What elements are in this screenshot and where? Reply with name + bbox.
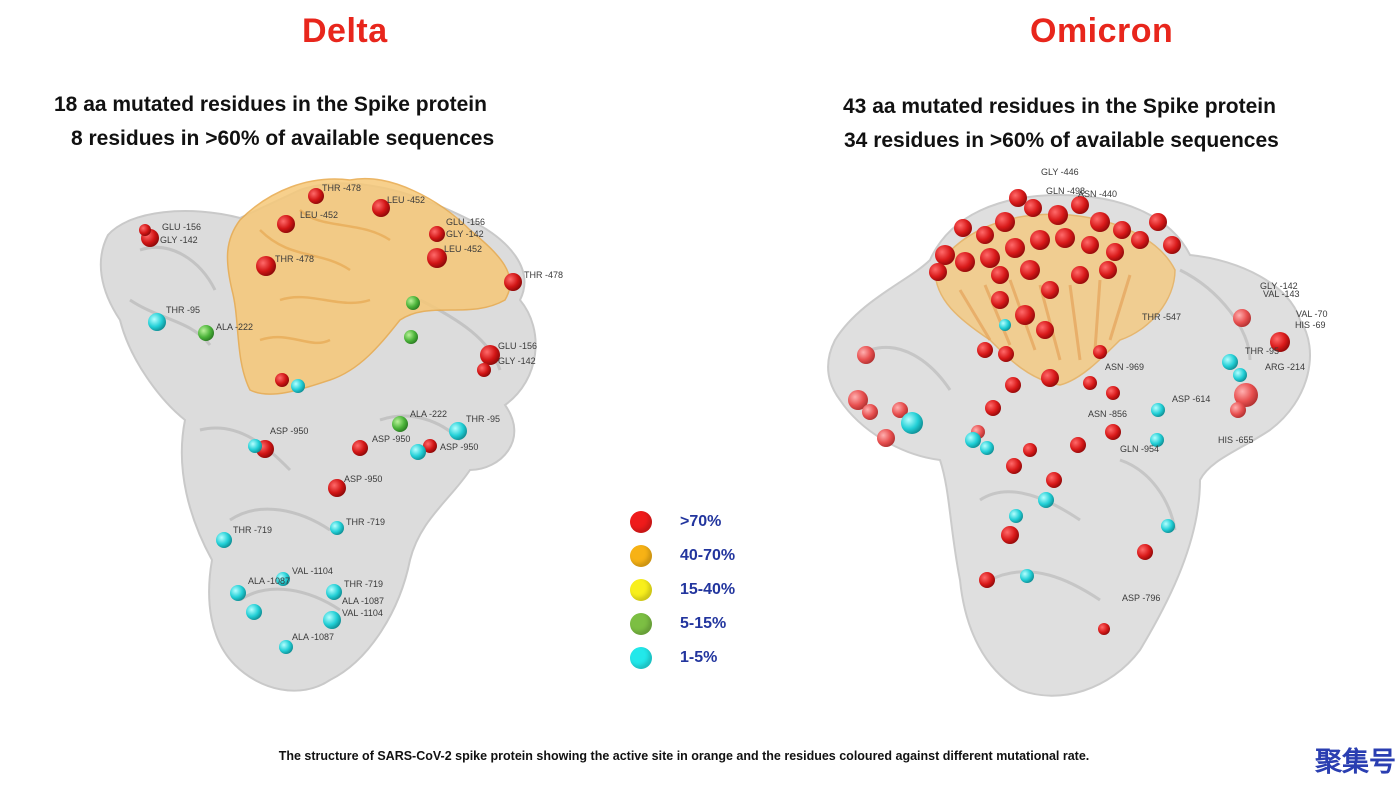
omicron-label: HIS -655 [1218,435,1254,445]
omicron-protein-structure: GLY -446 GLN -498 ASN -440 GLY -142 VAL … [800,150,1360,725]
omicron-red-cluster [929,189,1290,635]
delta-label: ALA -222 [410,409,447,419]
omicron-protein-svg: GLY -446 GLN -498 ASN -440 GLY -142 VAL … [827,167,1328,697]
delta-label: ALA -1087 [342,596,384,606]
delta-label: ALA -222 [216,322,253,332]
legend-swatch-yellow [630,579,652,601]
delta-label: ALA -1087 [248,576,290,586]
legend-swatch-green [630,613,652,635]
omicron-label: GLN -498 [1046,186,1085,196]
legend-item: >70% [630,505,770,539]
omicron-label: GLY -142 [1260,281,1298,291]
legend-swatch-cyan [630,647,652,669]
omicron-label: THR -95 [1245,346,1279,356]
legend-label: >70% [680,513,722,530]
omicron-line-2: 34 residues in >60% of available sequenc… [844,129,1279,152]
omicron-label: ARG -214 [1265,362,1305,372]
delta-label: GLU -156 [162,222,201,232]
delta-label: GLY -142 [498,356,536,366]
delta-label: ASP -950 [344,474,382,484]
delta-line-1: 18 aa mutated residues in the Spike prot… [54,93,487,116]
legend-item: 1-5% [630,641,770,675]
omicron-line-1: 43 aa mutated residues in the Spike prot… [843,95,1276,118]
delta-label: THR -478 [322,183,361,193]
delta-label: THR -95 [166,305,200,315]
delta-label: GLY -142 [446,229,484,239]
legend-item: 15-40% [630,573,770,607]
delta-green-residues [198,296,420,432]
omicron-label: VAL -143 [1263,289,1300,299]
delta-title: Delta [302,12,388,50]
delta-label: VAL -1104 [342,608,383,618]
omicron-label: VAL -70 [1296,309,1328,319]
legend-swatch-orange [630,545,652,567]
omicron-label: GLY -446 [1041,167,1079,177]
watermark-logo: 聚集号 [1315,747,1396,778]
delta-red-residues [139,188,522,497]
delta-label: GLU -156 [446,217,485,227]
legend-label: 15-40% [680,581,736,598]
omicron-label: ASN -856 [1088,409,1127,419]
omicron-label: GLN -954 [1120,444,1159,454]
omicron-label: ASP -614 [1172,394,1210,404]
omicron-spike-body [827,193,1311,697]
legend-label: 40-70% [680,547,736,564]
omicron-label: ASN -440 [1078,189,1117,199]
legend-item: 40-70% [630,539,770,573]
legend-label: 1-5% [680,649,718,666]
omicron-subtitle: 43 aa mutated residues in the Spike prot… [843,90,1279,158]
delta-label: GLY -142 [160,235,198,245]
legend-swatch-red [630,511,652,533]
legend-label: 5-15% [680,615,727,632]
delta-label: THR -719 [346,517,385,527]
omicron-cyan-residues [901,319,1247,583]
delta-protein-svg: THR -478 LEU -452 LEU -452 GLU -156 GLY … [99,177,563,692]
omicron-label: ASN -969 [1105,362,1144,372]
delta-label: ASP -950 [440,442,478,452]
mutation-rate-legend: >70% 40-70% 15-40% 5-15% 1-5% [630,505,770,675]
delta-label: LEU -452 [444,244,482,254]
legend-item: 5-15% [630,607,770,641]
delta-label: ALA -1087 [292,632,334,642]
omicron-title: Omicron [1030,12,1174,50]
delta-label: LEU -452 [387,195,425,205]
delta-cyan-residues [148,313,467,654]
omicron-label: HIS -69 [1295,320,1326,330]
delta-label: ASP -950 [372,434,410,444]
delta-label: THR -478 [524,270,563,280]
delta-label: THR -478 [275,254,314,264]
delta-label: THR -95 [466,414,500,424]
omicron-pink-residues [848,309,1258,447]
delta-protein-structure: THR -478 LEU -452 LEU -452 GLU -156 GLY … [0,0,620,725]
delta-subtitle: 18 aa mutated residues in the Spike prot… [54,88,494,156]
delta-label: ASP -950 [270,426,308,436]
delta-label: GLU -156 [498,341,537,351]
delta-label: THR -719 [344,579,383,589]
delta-label: THR -719 [233,525,272,535]
omicron-label: THR -547 [1142,312,1181,322]
omicron-label: ASP -796 [1122,593,1160,603]
figure-caption: The structure of SARS-CoV-2 spike protei… [278,749,1090,763]
delta-label: VAL -1104 [292,566,333,576]
delta-line-2: 8 residues in >60% of available sequence… [71,127,495,150]
delta-label: LEU -452 [300,210,338,220]
